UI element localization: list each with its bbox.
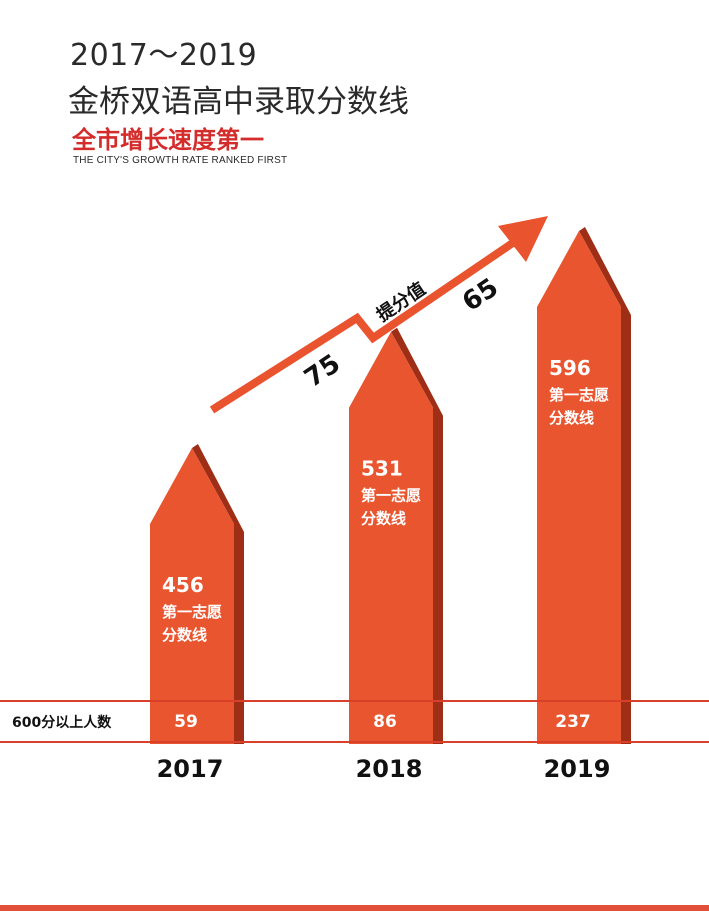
year-label-2019: 2019 (544, 755, 611, 783)
score-label-2018: 531 (361, 457, 403, 481)
bottom-divider (0, 905, 709, 911)
bars-layer: 456第一志愿分数线592017531第一志愿分数线862018596第一志愿分… (150, 226, 631, 783)
chart-subtitle-english: THE CITY'S GROWTH RATE RANKED FIRST (73, 155, 288, 166)
bar-shadow-2019 (579, 226, 631, 744)
chart-title: 金桥双语高中录取分数线 (68, 84, 409, 120)
chart-title-years: 2017～2019 (70, 38, 258, 73)
bar-2017 (150, 447, 234, 744)
increase-label-1: 75 (299, 349, 346, 394)
count-row: 600分以上人数 (0, 700, 709, 743)
bar-shadow-2018 (391, 327, 443, 744)
score-label-2017: 456 (162, 573, 204, 597)
chart-subtitle: 全市增长速度第一 (72, 126, 264, 154)
score-label-2019: 596 (549, 356, 591, 380)
growth-arrow-line (209, 234, 523, 414)
caption-line1-2018: 第一志愿 (361, 487, 421, 505)
count-value-2017: 59 (174, 712, 198, 732)
caption-line2-2017: 分数线 (162, 626, 207, 644)
bar-shadow-2017 (192, 443, 244, 744)
caption-line2-2019: 分数线 (549, 409, 594, 427)
count-value-2019: 237 (555, 712, 591, 732)
growth-arrow-head (498, 216, 548, 262)
year-label-2017: 2017 (157, 755, 224, 783)
bar-2018 (349, 331, 433, 744)
year-label-2018: 2018 (356, 755, 423, 783)
caption-line1-2019: 第一志愿 (549, 386, 609, 404)
count-row-label: 600分以上人数 (12, 714, 112, 731)
caption-line1-2017: 第一志愿 (162, 603, 222, 621)
count-value-2018: 86 (373, 712, 397, 732)
bar-2019 (537, 230, 621, 744)
caption-line2-2018: 分数线 (361, 510, 406, 528)
